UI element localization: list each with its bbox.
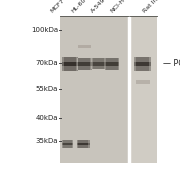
Bar <box>77 66 92 70</box>
Text: 40kDa: 40kDa <box>36 115 58 121</box>
Bar <box>62 140 63 148</box>
Bar <box>136 80 150 84</box>
Bar <box>105 58 106 70</box>
Bar <box>77 140 78 148</box>
Bar <box>105 66 119 70</box>
Bar <box>62 57 78 71</box>
Text: A-549: A-549 <box>90 0 107 14</box>
Bar <box>60 16 129 163</box>
Bar <box>62 57 78 62</box>
Text: 70kDa: 70kDa <box>35 60 58 66</box>
Bar <box>91 66 105 69</box>
Bar <box>77 145 90 148</box>
Bar <box>90 58 92 70</box>
Bar <box>77 58 92 70</box>
Text: Rat liver: Rat liver <box>142 0 165 14</box>
Text: MCF7: MCF7 <box>50 0 65 14</box>
Bar <box>77 140 90 143</box>
Bar <box>62 66 78 71</box>
Bar <box>105 58 119 70</box>
Bar <box>103 58 105 69</box>
Bar <box>91 58 105 62</box>
Text: 100kDa: 100kDa <box>31 27 58 33</box>
Text: 55kDa: 55kDa <box>36 86 58 92</box>
Bar <box>130 16 157 163</box>
Bar <box>134 57 151 71</box>
Bar <box>91 58 93 69</box>
Bar <box>134 57 151 62</box>
Text: — POLL: — POLL <box>163 59 180 68</box>
Bar <box>62 140 73 143</box>
Text: HL-60: HL-60 <box>70 0 87 14</box>
Bar <box>72 140 73 148</box>
Bar <box>62 57 64 71</box>
Bar <box>77 140 90 148</box>
Bar <box>78 45 91 48</box>
Bar <box>77 58 78 70</box>
Bar <box>62 140 73 148</box>
Bar <box>134 66 151 71</box>
Text: NCI-H460: NCI-H460 <box>110 0 135 14</box>
Bar <box>91 58 105 69</box>
Bar <box>77 58 92 62</box>
Bar <box>88 140 90 148</box>
Bar <box>134 57 136 71</box>
Bar <box>105 58 119 62</box>
Bar <box>62 145 73 148</box>
Bar <box>118 58 119 70</box>
Text: 35kDa: 35kDa <box>36 138 58 144</box>
Bar <box>149 57 151 71</box>
Bar <box>76 57 78 71</box>
